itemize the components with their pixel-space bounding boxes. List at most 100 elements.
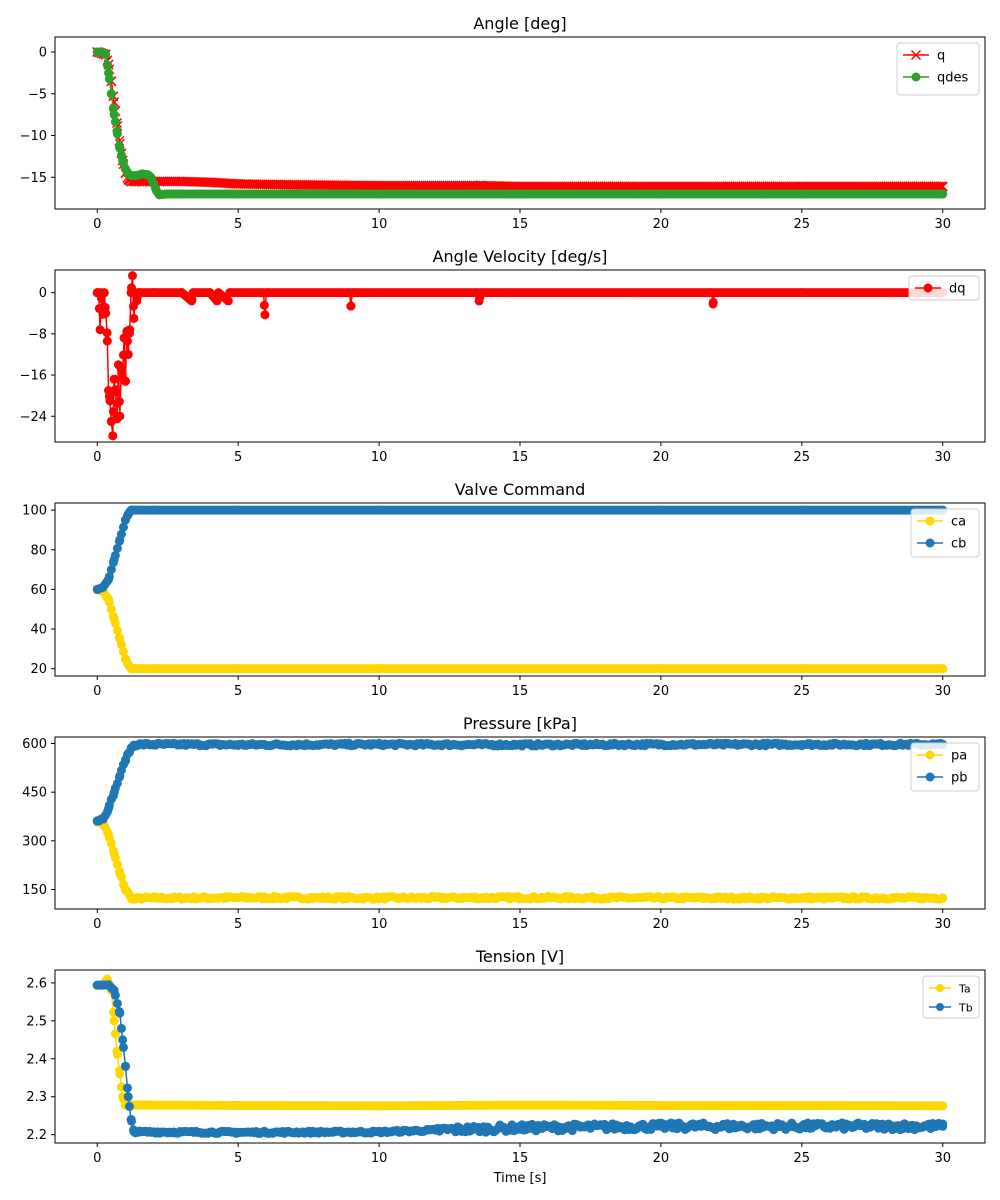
data-point (796, 181, 807, 192)
data-point (233, 178, 244, 189)
data-point (118, 647, 128, 657)
data-point (106, 89, 116, 99)
data-point (374, 1127, 384, 1137)
data-point (104, 980, 114, 990)
data-point (797, 189, 807, 199)
legend-marker (925, 750, 935, 760)
legend-box (908, 275, 980, 301)
y-tick-label: −10 (20, 129, 47, 144)
data-point (118, 156, 128, 166)
data-point (289, 179, 300, 190)
legend-marker (936, 984, 944, 992)
data-point (213, 288, 223, 298)
data-point (135, 1100, 145, 1110)
data-point (656, 1100, 666, 1110)
data-point (655, 181, 666, 192)
chart-title: Pressure [kPa] (463, 714, 577, 733)
data-point (129, 313, 139, 323)
data-point (115, 634, 125, 644)
y-tick-label: −15 (20, 171, 47, 186)
data-point (515, 740, 525, 750)
plot-area (92, 271, 948, 441)
data-point (162, 176, 173, 187)
y-tick-label: 20 (30, 662, 47, 677)
data-point (112, 625, 122, 635)
data-point (514, 181, 526, 192)
legend: Ta Tb (922, 975, 980, 1019)
data-point (109, 1016, 119, 1026)
x-tick-label: 20 (653, 450, 670, 465)
y-tick-label: −16 (20, 369, 47, 384)
data-point (110, 117, 120, 127)
data-point (118, 1042, 128, 1052)
data-point (374, 189, 384, 199)
series-ca (92, 584, 948, 674)
data-point (233, 893, 243, 903)
data-point (233, 189, 243, 199)
data-point (101, 50, 111, 60)
data-point (106, 838, 116, 848)
data-point (797, 893, 807, 903)
axes-frame (54, 969, 986, 1144)
data-point (149, 739, 159, 749)
data-point (515, 664, 525, 674)
y-tick-label: 0 (39, 46, 47, 61)
data-point (188, 288, 198, 298)
data-point (374, 664, 384, 674)
data-point (109, 110, 119, 120)
x-tick-label: 5 (234, 1151, 242, 1166)
x-tick-label: 20 (653, 917, 670, 932)
data-point (115, 771, 125, 781)
data-point (212, 296, 222, 306)
data-point (115, 411, 125, 421)
x-tick-label: 25 (794, 917, 811, 932)
chart-title: Valve Command (455, 480, 586, 499)
data-point (515, 1100, 525, 1110)
data-point (149, 1127, 159, 1137)
series-cb (92, 505, 948, 594)
data-point (111, 387, 121, 397)
legend-label: q (937, 49, 945, 64)
data-point (95, 325, 105, 335)
legend: pa pb (910, 742, 980, 792)
chart-title: Tension [V] (475, 947, 564, 966)
data-point (656, 664, 666, 674)
data-point (233, 1127, 243, 1137)
legend: q qdes (896, 42, 980, 96)
data-point (656, 189, 666, 199)
data-point (938, 1121, 948, 1131)
x-tick-label: 0 (93, 684, 101, 699)
data-point (125, 325, 135, 335)
data-point (123, 1092, 133, 1102)
data-point (233, 664, 243, 674)
data-point (116, 1023, 126, 1033)
data-point (374, 180, 385, 191)
data-point (797, 505, 807, 515)
data-point (515, 1123, 525, 1133)
data-point (515, 189, 525, 199)
data-point (797, 1100, 807, 1110)
data-point (176, 176, 187, 187)
x-tick-label: 15 (512, 917, 529, 932)
x-tick-label: 30 (934, 450, 951, 465)
data-point (104, 803, 114, 813)
legend-marker (925, 772, 935, 782)
data-point (118, 1035, 128, 1045)
data-point (233, 505, 243, 515)
series-pb (92, 738, 948, 826)
data-point (260, 310, 270, 320)
legend-label: pb (951, 771, 968, 786)
data-point (105, 396, 115, 406)
x-tick-label: 5 (234, 684, 242, 699)
data-point (656, 505, 666, 515)
data-point (102, 328, 112, 338)
series-dq (92, 271, 948, 441)
data-point (110, 1029, 120, 1039)
data-point (937, 181, 948, 192)
y-tick-label: 80 (30, 543, 47, 558)
data-point (163, 189, 173, 199)
data-point (115, 143, 125, 153)
x-tick-label: 20 (653, 1151, 670, 1166)
legend: ca cb (910, 508, 980, 558)
